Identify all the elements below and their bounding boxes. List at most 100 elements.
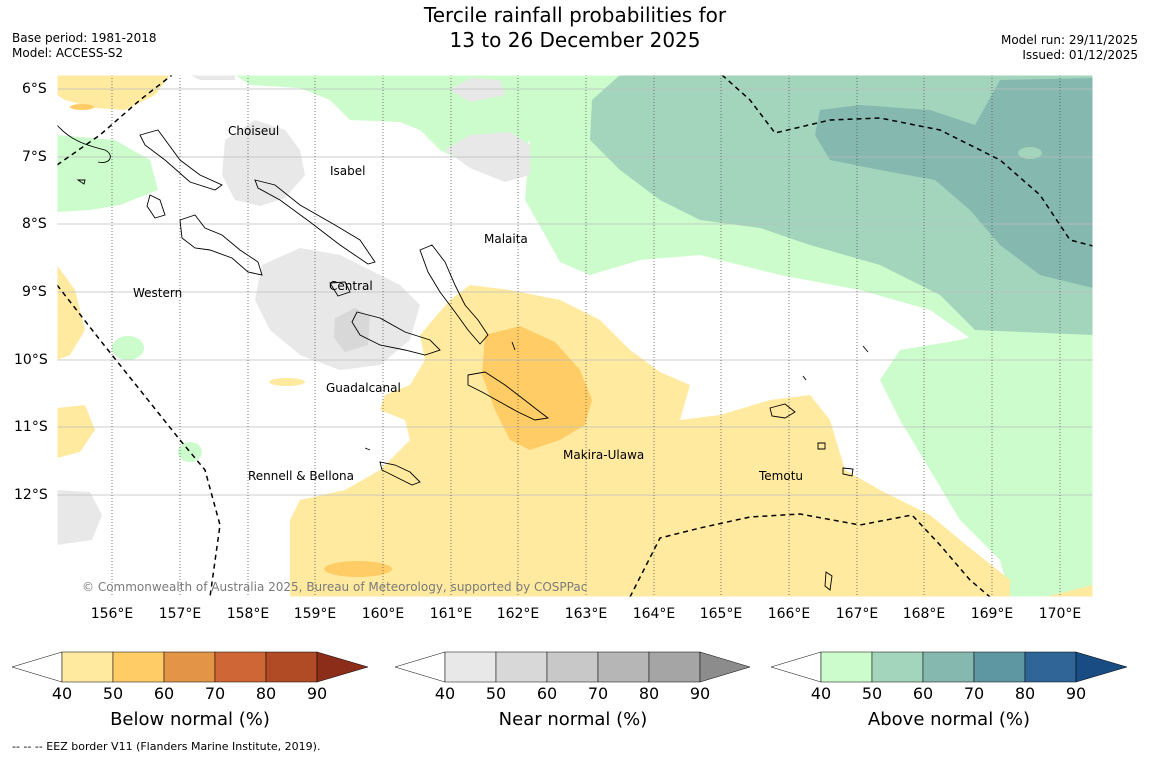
temotu-small-5 [862,345,869,353]
santa-cruz-island [769,403,796,419]
new-georgia-island [179,214,263,276]
lon-label-161e: 161°E [429,606,473,622]
near-40-region-central [255,248,420,370]
above-60-blob [1018,147,1042,159]
colorbar-near [394,651,751,683]
probability-fields [57,75,1093,597]
above-colorbar-swatch [973,651,1026,683]
below-colorbar-swatch [11,651,63,683]
malaita-island [419,244,489,345]
issued-date: Issued: 01/12/2025 [1022,48,1138,62]
lat-label-10s: 10°S [14,352,48,368]
near-40-region-top [190,75,235,80]
below-colorbar-swatch [163,651,216,683]
below-50-region [482,326,592,450]
island-outlines [56,124,869,591]
above-40-region-east [880,300,1093,597]
below-tick-40: 40 [51,684,73,703]
near-tick-90: 90 [689,684,711,703]
region-label-makira: Makira-Ulawa [563,448,645,462]
region-label-central: Central [329,279,373,293]
above-40-blob-1 [112,336,144,360]
near-40-region-west [57,490,102,545]
below-40-region-main [290,285,1010,597]
temotu-small-3 [824,571,833,591]
near-tick-40: 40 [434,684,456,703]
near-colorbar-swatch [699,651,751,683]
below-colorbar-swatch [265,651,318,683]
above-tick-40: 40 [810,684,832,703]
below-tick-60: 60 [153,684,175,703]
lat-label-9s: 9°S [22,284,47,300]
temotu-small-2 [842,467,854,477]
choiseul-island [139,129,223,191]
map-frame [56,74,1094,598]
above-colorbar-swatch [871,651,924,683]
below-40-blob-small [269,378,305,386]
near-tick-60: 60 [536,684,558,703]
above-tick-60: 60 [912,684,934,703]
small-island-c [364,447,371,451]
near-colorbar-swatch [394,651,446,683]
region-label-choiseul: Choiseul [228,124,280,138]
model-run: Model run: 29/11/2025 [1000,33,1138,47]
below-tick-90: 90 [306,684,328,703]
region-label-guadalcanal: Guadalcanal [326,381,401,395]
rennell-island [379,461,421,486]
isabel-island [254,179,376,265]
lon-label-166e: 166°E [767,606,811,622]
small-island-b [511,341,516,351]
above-tick-90: 90 [1065,684,1087,703]
below-tick-80: 80 [255,684,277,703]
vella-lavella-island [146,194,166,219]
lon-label-162e: 162°E [496,606,540,622]
florida-islands [329,281,351,297]
below-40-region-south-west [57,405,95,458]
near-colorbar-swatch [597,651,650,683]
lon-label-159e: 159°E [293,606,337,622]
temotu-small-4 [802,375,807,381]
copyright-notice: © Commonwealth of Australia 2025, Bureau… [82,580,588,594]
meta-right: Model run: 29/11/2025 Issued: 01/12/2025 [1001,33,1138,63]
below-50-blob-south [324,561,392,577]
title-line-1: Tercile rainfall probabilities for [423,3,727,27]
lon-label-158e: 158°E [226,606,270,622]
near-tick-50: 50 [485,684,507,703]
lon-label-157e: 157°E [158,606,202,622]
above-tick-50: 50 [861,684,883,703]
below-colorbar-swatch [316,651,369,683]
above-colorbar-swatch [1075,651,1128,683]
lon-label-167e: 167°E [835,606,879,622]
near-50-region [334,308,370,352]
model-name: Model: ACCESS-S2 [12,46,124,60]
near-40-region-choiseul [222,120,305,206]
above-40-region-west [57,135,158,212]
above-60-region [815,78,1093,288]
above-tick-80: 80 [1014,684,1036,703]
region-label-western: Western [133,286,183,300]
near-colorbar-swatch [444,651,497,683]
region-label-malaita: Malaita [484,232,528,246]
eez-borders [57,75,1093,597]
above-colorbar-swatch [1024,651,1077,683]
temotu-small-1 [817,442,826,450]
map-title: Tercile rainfall probabilities for 13 to… [0,3,1150,53]
lon-label-170e: 170°E [1038,606,1082,622]
above-normal-title: Above normal (%) [867,709,1031,730]
above-colorbar-swatch [770,651,822,683]
lon-label-168e: 168°E [902,606,946,622]
small-island-a [76,179,86,185]
near-normal-title: Near normal (%) [498,709,648,730]
below-colorbar-swatch [112,651,165,683]
colorbar-below [11,651,369,683]
below-40-region-corner [1045,585,1093,597]
lon-label-169e: 169°E [970,606,1014,622]
below-50-blob-north [70,104,94,110]
makira-island [467,371,550,421]
near-colorbar-swatch [648,651,701,683]
base-period: Base period: 1981-2018 [12,31,157,45]
gridlines [57,75,1093,597]
guadalcanal-island [351,311,441,356]
eez-legend-note: -- -- -- EEZ border V11 (Flanders Marine… [12,740,321,753]
